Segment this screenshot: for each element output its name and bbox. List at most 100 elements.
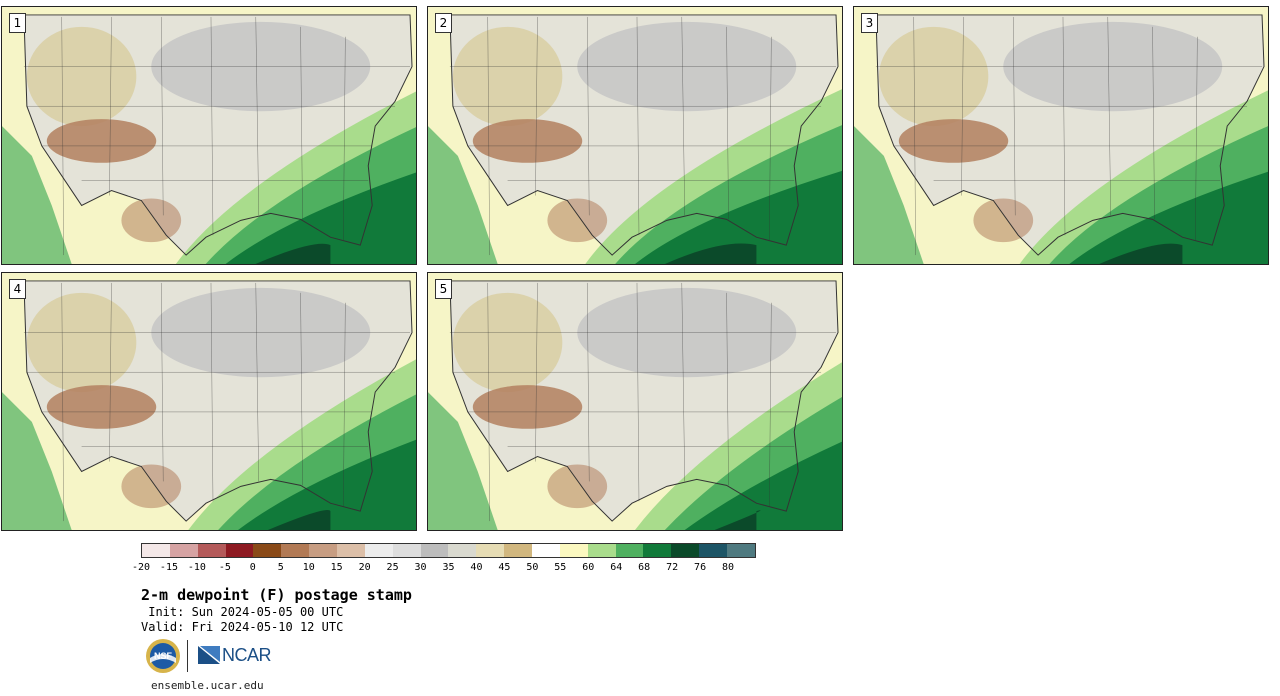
ensemble-member-panel-2: 2: [427, 6, 843, 265]
state-border: [300, 292, 303, 486]
dry-brown-region: [547, 464, 608, 509]
dry-brown-region: [121, 198, 182, 243]
state-border: [726, 26, 729, 220]
colorbar-swatch: [309, 544, 338, 557]
panel-label: 5: [435, 279, 452, 299]
tan-region: [452, 26, 563, 127]
ensemble-member-panel-4: 4: [1, 272, 417, 531]
colorbar-tick-label: 5: [277, 562, 284, 573]
ncar-logo-icon: [198, 646, 220, 664]
colorbar-tick-label: 0: [249, 562, 256, 573]
colorbar-swatch: [337, 544, 365, 557]
tan-region: [878, 26, 989, 127]
nsf-logo-icon: NSF: [146, 639, 180, 673]
colorbar-swatch: [392, 544, 421, 557]
colorbar-swatch: [643, 544, 672, 557]
state-border: [586, 16, 590, 216]
dry-brown-region: [547, 198, 608, 243]
state-border: [210, 282, 214, 502]
colorbar-tick-label: 55: [554, 562, 567, 573]
dry-brown-region: [898, 119, 1009, 163]
colorbar-tick-label: 45: [498, 562, 511, 573]
country-border: [23, 14, 413, 256]
state-border: [160, 16, 164, 216]
colorbar-swatch: [504, 544, 533, 557]
chart-title: 2-m dewpoint (F) postage stamp: [141, 586, 412, 604]
state-border: [210, 16, 214, 236]
state-border: [726, 292, 729, 486]
colorbar-swatch: [420, 544, 449, 557]
colorbar-tick-label: 20: [358, 562, 371, 573]
colorbar-swatch: [587, 544, 616, 557]
state-border: [1107, 16, 1112, 216]
state-border: [343, 302, 346, 507]
baja-moist-region: [2, 392, 72, 530]
dry-brown-region: [46, 385, 157, 429]
colorbar-swatch: [142, 544, 170, 557]
state-border: [1152, 26, 1155, 220]
colorbar-tick-label: -10: [187, 562, 206, 573]
baja-moist-region: [854, 126, 924, 264]
country-border: [23, 280, 413, 522]
colorbar-swatch: [671, 544, 700, 557]
colorbar-tick-label: 25: [386, 562, 399, 573]
colorbar-tick-label: 64: [610, 562, 623, 573]
country-border: [449, 280, 839, 522]
ncar-logo-text: NCAR: [222, 645, 272, 665]
colorbar-tick-label: 68: [638, 562, 651, 573]
panel-label: 2: [435, 13, 452, 33]
dry-brown-region: [121, 464, 182, 509]
colorbar-swatch: [281, 544, 310, 557]
colorbar-swatch: [727, 544, 755, 557]
state-border: [681, 282, 686, 482]
state-border: [300, 26, 303, 220]
moist-dark-region: [225, 172, 416, 264]
dewpoint-map: [2, 273, 416, 530]
moist-dark-region: [635, 170, 842, 264]
colorbar-swatch: [699, 544, 728, 557]
colorbar-swatch: [559, 544, 588, 557]
colorbar-swatch: [615, 544, 644, 557]
dry-brown-region: [46, 119, 157, 163]
ensemble-member-panel-1: 1: [1, 6, 417, 265]
panel-label: 3: [861, 13, 878, 33]
colorbar-tick-label: 50: [526, 562, 539, 573]
ensemble-member-panel-5: 5: [427, 272, 843, 531]
dewpoint-map: [854, 7, 1268, 264]
state-border: [913, 16, 916, 256]
colorbar-swatch: [364, 544, 393, 557]
state-border: [586, 282, 590, 482]
state-border: [487, 282, 490, 522]
dry-brown-region: [472, 385, 583, 429]
dry-brown-region: [973, 198, 1034, 243]
state-border: [255, 282, 260, 482]
state-border: [1062, 16, 1066, 236]
colorbar-swatch: [476, 544, 505, 557]
moist-deep-region: [664, 243, 757, 264]
website-url: ensemble.ucar.edu: [151, 679, 264, 692]
state-border: [769, 36, 772, 241]
colorbar-tick-label: 15: [330, 562, 343, 573]
country-border: [449, 14, 839, 256]
colorbar-swatch: [225, 544, 254, 557]
state-border: [160, 282, 164, 482]
tan-region: [452, 292, 563, 393]
colorbar-tick-label: 35: [442, 562, 455, 573]
colorbar-tick-label: 80: [722, 562, 735, 573]
state-border: [636, 16, 640, 236]
tan-region: [26, 292, 137, 393]
moist-deep-region: [1099, 243, 1183, 264]
colorbar-tick-label: 10: [302, 562, 315, 573]
ensemble-member-panel-3: 3: [853, 6, 1269, 265]
state-border: [1012, 16, 1016, 216]
dry-brown-region: [472, 119, 583, 163]
panel-label: 1: [9, 13, 26, 33]
state-border: [1195, 36, 1198, 241]
nsf-logo-text: NSF: [154, 651, 173, 661]
colorbar-swatch: [253, 544, 282, 557]
moist-deep-region: [714, 510, 761, 530]
colorbar-tick-label: 60: [582, 562, 595, 573]
dewpoint-map: [428, 273, 842, 530]
state-border: [681, 16, 686, 216]
dewpoint-map: [428, 7, 842, 264]
